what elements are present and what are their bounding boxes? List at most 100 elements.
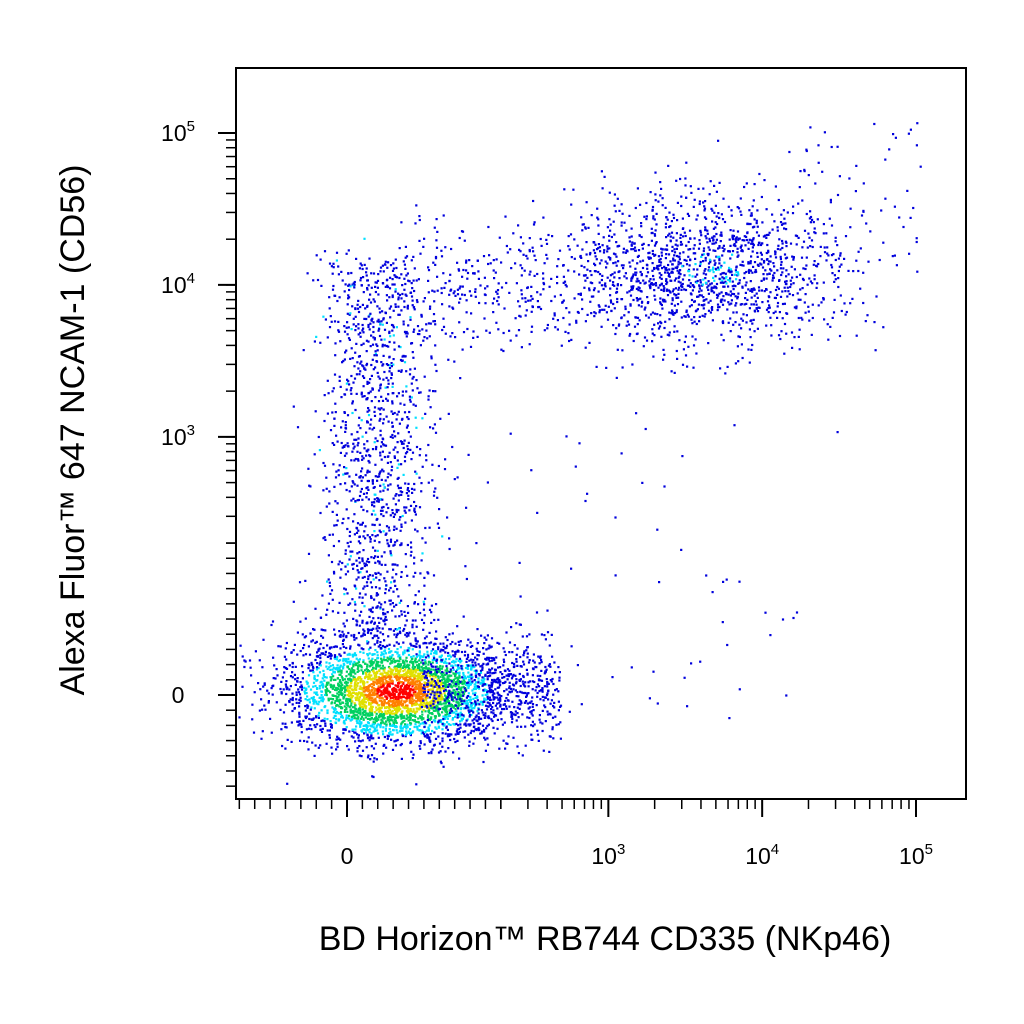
event-dot — [410, 669, 413, 672]
event-dot — [411, 619, 414, 622]
event-dot — [488, 686, 491, 689]
event-dot — [320, 699, 323, 702]
event-dot — [378, 560, 381, 563]
event-dot — [529, 710, 532, 714]
event-dot — [409, 741, 412, 745]
event-dot — [330, 684, 333, 687]
event-dot — [389, 586, 392, 590]
event-dot — [364, 713, 367, 717]
event-dot — [376, 349, 379, 352]
event-dot — [490, 688, 493, 691]
event-dot — [489, 646, 492, 649]
event-dot — [385, 696, 388, 699]
event-dot — [388, 718, 391, 721]
event-dot — [432, 709, 435, 712]
event-dot — [340, 671, 343, 674]
event-dot — [373, 539, 376, 542]
event-dot — [261, 730, 264, 733]
event-dot — [490, 711, 493, 714]
event-dot — [398, 657, 401, 660]
event-dot — [515, 681, 518, 684]
event-dot — [338, 718, 341, 721]
event-dot — [409, 642, 412, 645]
event-dot — [427, 688, 430, 691]
event-dot — [376, 724, 379, 727]
event-dot — [313, 691, 316, 694]
event-dot — [348, 700, 352, 703]
event-dot — [379, 498, 382, 501]
event-dot — [391, 421, 394, 424]
event-dot — [394, 704, 397, 708]
event-dot — [379, 646, 382, 650]
event-dot — [389, 264, 393, 267]
event-dot — [405, 294, 408, 297]
event-dot — [328, 585, 332, 588]
event-dot — [440, 696, 443, 699]
event-dot — [517, 716, 520, 719]
event-dot — [388, 694, 391, 697]
event-dot — [378, 541, 381, 544]
event-dot — [559, 704, 563, 707]
event-dot — [383, 659, 386, 662]
event-dot — [427, 714, 430, 717]
event-dot — [379, 454, 382, 457]
event-dot — [377, 723, 380, 726]
event-dot — [451, 640, 454, 644]
event-dot — [396, 466, 399, 469]
event-dot — [446, 705, 449, 708]
event-dot — [377, 571, 380, 574]
event-dot — [416, 640, 419, 643]
event-dot — [332, 284, 335, 288]
event-dot — [405, 370, 408, 373]
event-dot — [387, 382, 390, 385]
event-dot — [358, 722, 361, 725]
event-dot — [319, 258, 322, 261]
event-dot — [450, 696, 453, 699]
event-dot — [523, 684, 526, 687]
event-dot — [311, 741, 314, 744]
event-dot — [460, 664, 463, 668]
event-dot — [399, 529, 402, 532]
event-dot — [368, 257, 371, 260]
event-dot — [280, 680, 283, 683]
event-dot — [352, 665, 355, 668]
event-dot — [382, 443, 385, 446]
event-dot — [360, 647, 363, 650]
event-dot — [376, 534, 379, 537]
event-dot — [418, 703, 421, 706]
event-dot — [453, 692, 456, 695]
event-dot — [344, 718, 348, 721]
event-dot — [408, 670, 412, 673]
event-dot — [387, 701, 390, 704]
event-dot — [521, 680, 524, 683]
event-dot — [434, 717, 437, 720]
event-dot — [477, 663, 480, 666]
event-dot — [332, 716, 335, 719]
event-dot — [508, 673, 511, 676]
event-dot — [359, 650, 362, 654]
event-dot — [411, 678, 414, 681]
event-dot — [367, 675, 370, 679]
event-dot — [408, 631, 411, 634]
event-dot — [377, 407, 380, 410]
event-dot — [397, 697, 400, 700]
event-dot — [456, 668, 459, 671]
event-dot — [385, 689, 388, 692]
event-dot — [321, 727, 324, 730]
event-dot — [392, 544, 395, 547]
event-dot — [413, 500, 416, 504]
event-dot — [399, 486, 402, 489]
event-dot — [453, 689, 456, 692]
event-dot — [318, 700, 321, 703]
event-dot — [411, 719, 414, 722]
event-dot — [455, 657, 458, 661]
event-dot — [413, 507, 416, 510]
event-dot — [363, 690, 366, 693]
event-dot — [379, 664, 382, 667]
event-dot — [391, 295, 394, 299]
event-dot — [451, 718, 454, 721]
event-dot — [411, 757, 414, 760]
event-dot — [381, 653, 384, 656]
event-dot — [488, 675, 491, 678]
event-dot — [397, 487, 400, 490]
